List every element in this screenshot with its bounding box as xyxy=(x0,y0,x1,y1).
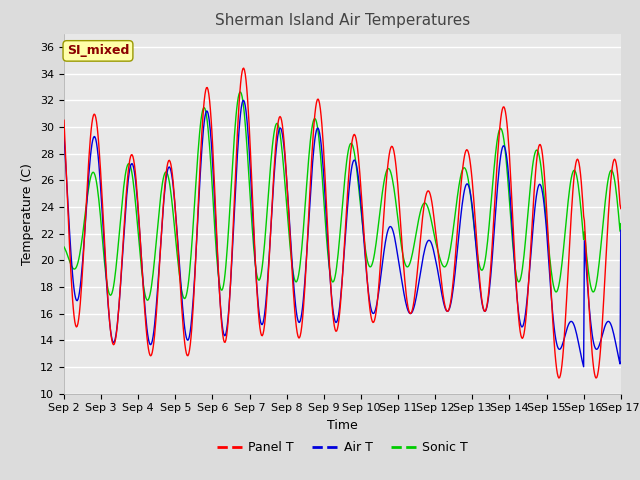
Line: Panel T: Panel T xyxy=(64,68,621,378)
Panel T xyxy=(184,353,192,359)
Panel T xyxy=(214,246,221,252)
Line: Air T: Air T xyxy=(64,100,621,367)
Y-axis label: Temperature (C): Temperature (C) xyxy=(22,163,35,264)
Sonic T xyxy=(60,244,68,250)
Sonic T xyxy=(70,266,78,272)
Panel T xyxy=(60,118,68,123)
Air T xyxy=(127,161,135,167)
Sonic T xyxy=(214,270,222,276)
Panel T xyxy=(617,206,625,212)
Panel T xyxy=(127,152,135,157)
Panel T xyxy=(411,292,419,298)
Air T xyxy=(214,252,221,257)
Sonic T xyxy=(428,220,436,226)
Air T xyxy=(60,132,68,138)
Sonic T xyxy=(144,298,152,303)
Sonic T xyxy=(237,89,244,95)
Air T xyxy=(411,301,419,307)
Panel T xyxy=(70,313,78,319)
Air T xyxy=(240,97,248,103)
Sonic T xyxy=(617,221,625,227)
Title: Sherman Island Air Temperatures: Sherman Island Air Temperatures xyxy=(215,13,470,28)
Air T xyxy=(580,364,588,370)
Panel T xyxy=(240,65,248,71)
Air T xyxy=(617,228,625,233)
Text: SI_mixed: SI_mixed xyxy=(67,44,129,58)
X-axis label: Time: Time xyxy=(327,419,358,432)
Panel T xyxy=(592,375,600,381)
Air T xyxy=(70,287,78,292)
Sonic T xyxy=(185,277,193,283)
Legend: Panel T, Air T, Sonic T: Panel T, Air T, Sonic T xyxy=(212,436,473,459)
Panel T xyxy=(428,195,435,201)
Line: Sonic T: Sonic T xyxy=(64,92,621,300)
Sonic T xyxy=(412,233,419,239)
Air T xyxy=(184,337,192,343)
Sonic T xyxy=(127,167,135,173)
Air T xyxy=(428,240,435,245)
